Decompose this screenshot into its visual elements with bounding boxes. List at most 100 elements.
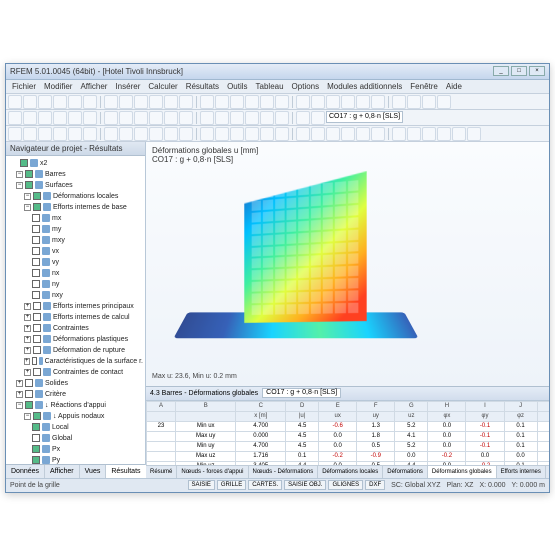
- toolbar-button[interactable]: [119, 127, 133, 141]
- table-cell[interactable]: -0.1: [466, 441, 504, 451]
- tree-node[interactable]: mx: [8, 213, 143, 224]
- table-cell[interactable]: 4.700: [236, 421, 286, 431]
- toolbar-button[interactable]: [149, 95, 163, 109]
- menu-tableau[interactable]: Tableau: [256, 82, 284, 91]
- table-cell[interactable]: 23: [147, 421, 176, 431]
- toolbar-button[interactable]: [215, 111, 229, 125]
- toolbar-button[interactable]: [296, 127, 310, 141]
- toolbar-button[interactable]: [260, 127, 274, 141]
- table-cell[interactable]: 0.0: [504, 451, 537, 461]
- status-button[interactable]: CARTES.: [248, 480, 282, 490]
- toolbar-button[interactable]: [311, 111, 325, 125]
- tree-view[interactable]: x2−Barres−Surfaces−Déformations locales−…: [6, 156, 145, 464]
- tree-checkbox[interactable]: [33, 313, 41, 321]
- toolbar-button[interactable]: [407, 127, 421, 141]
- table-cell[interactable]: [537, 441, 549, 451]
- toolbar-button[interactable]: [392, 95, 406, 109]
- tree-twisty-icon[interactable]: −: [24, 193, 31, 200]
- tree-node[interactable]: x2: [8, 158, 143, 169]
- menu-modules additionnels[interactable]: Modules additionnels: [327, 82, 402, 91]
- tree-checkbox[interactable]: [25, 181, 33, 189]
- tree-twisty-icon[interactable]: +: [16, 380, 23, 387]
- tree-node[interactable]: +Solides: [8, 378, 143, 389]
- tree-node[interactable]: +Déformation de rupture: [8, 345, 143, 356]
- table-cell[interactable]: -0.1: [466, 431, 504, 441]
- toolbar-button[interactable]: [341, 127, 355, 141]
- toolbar-button[interactable]: [134, 111, 148, 125]
- table-tab[interactable]: Nœuds - forces d'appui: [177, 466, 248, 478]
- menu-options[interactable]: Options: [292, 82, 320, 91]
- table-cell[interactable]: -0.2: [428, 451, 466, 461]
- toolbar-button[interactable]: [245, 95, 259, 109]
- menu-résultats[interactable]: Résultats: [186, 82, 219, 91]
- table-cell[interactable]: 0.1: [504, 421, 537, 431]
- close-button[interactable]: ×: [529, 66, 545, 76]
- toolbar-button[interactable]: [104, 111, 118, 125]
- tree-checkbox[interactable]: [32, 247, 40, 255]
- toolbar-button[interactable]: [275, 111, 289, 125]
- toolbar-button[interactable]: [311, 127, 325, 141]
- toolbar-button[interactable]: [200, 95, 214, 109]
- tree-checkbox[interactable]: [25, 390, 33, 398]
- toolbar-button[interactable]: [83, 95, 97, 109]
- tree-twisty-icon[interactable]: −: [24, 204, 31, 211]
- toolbar-button[interactable]: [53, 95, 67, 109]
- tree-twisty-icon[interactable]: +: [24, 325, 31, 332]
- table-cell[interactable]: [147, 441, 176, 451]
- tree-twisty-icon[interactable]: +: [24, 347, 31, 354]
- table-cell[interactable]: 1.716: [236, 451, 286, 461]
- toolbar-button[interactable]: [437, 127, 451, 141]
- tree-node[interactable]: Py: [8, 455, 143, 464]
- toolbar-button[interactable]: [164, 111, 178, 125]
- toolbar-button[interactable]: [296, 95, 310, 109]
- toolbar-button[interactable]: [104, 127, 118, 141]
- table-cell[interactable]: 4.700: [236, 441, 286, 451]
- tree-twisty-icon[interactable]: −: [16, 182, 23, 189]
- toolbar-button[interactable]: [326, 127, 340, 141]
- menu-modifier[interactable]: Modifier: [44, 82, 72, 91]
- tree-node[interactable]: −↓ Appuis nodaux: [8, 411, 143, 422]
- toolbar-button[interactable]: [371, 127, 385, 141]
- toolbar-button[interactable]: [83, 111, 97, 125]
- toolbar-button[interactable]: [134, 127, 148, 141]
- menu-outils[interactable]: Outils: [227, 82, 247, 91]
- table-tab[interactable]: Barres - Efforts internes: [546, 466, 549, 478]
- table-cell[interactable]: -0.2: [319, 451, 357, 461]
- table-tab[interactable]: Déformations: [383, 466, 428, 478]
- table-cell[interactable]: 0.0: [395, 451, 428, 461]
- toolbar-button[interactable]: [68, 95, 82, 109]
- tree-checkbox[interactable]: [33, 412, 41, 420]
- toolbar-button[interactable]: [215, 95, 229, 109]
- tree-twisty-icon[interactable]: −: [16, 171, 23, 178]
- table-cell[interactable]: 4.5: [286, 431, 319, 441]
- tree-checkbox[interactable]: [33, 346, 41, 354]
- tree-node[interactable]: Global: [8, 433, 143, 444]
- toolbar-button[interactable]: [230, 111, 244, 125]
- toolbar-button[interactable]: [68, 111, 82, 125]
- toolbar-button[interactable]: [53, 111, 67, 125]
- table-tab[interactable]: Nœuds - Déformations: [249, 466, 319, 478]
- table-cell[interactable]: 0.0: [428, 441, 466, 451]
- table-cell[interactable]: [537, 431, 549, 441]
- table-tab[interactable]: Résumé: [146, 466, 177, 478]
- table-cell[interactable]: -0.9: [357, 451, 395, 461]
- tree-checkbox[interactable]: [33, 302, 41, 310]
- tree-node[interactable]: ny: [8, 279, 143, 290]
- tree-checkbox[interactable]: [32, 214, 40, 222]
- table-cell[interactable]: 4.1: [395, 431, 428, 441]
- toolbar-button[interactable]: [119, 95, 133, 109]
- toolbar-button[interactable]: [8, 95, 22, 109]
- tree-node[interactable]: +Contraintes: [8, 323, 143, 334]
- tree-node[interactable]: −Surfaces: [8, 180, 143, 191]
- toolbar-button[interactable]: [230, 95, 244, 109]
- tree-twisty-icon[interactable]: +: [24, 303, 31, 310]
- table-cell[interactable]: 0.1: [286, 451, 319, 461]
- tree-twisty-icon[interactable]: −: [16, 402, 23, 409]
- tree-node[interactable]: Local: [8, 422, 143, 433]
- toolbar-button[interactable]: [296, 111, 310, 125]
- toolbar-button[interactable]: [467, 127, 481, 141]
- tree-twisty-icon[interactable]: +: [24, 314, 31, 321]
- table-cell[interactable]: [147, 431, 176, 441]
- toolbar-button[interactable]: [326, 95, 340, 109]
- table-cell[interactable]: 4.5: [286, 441, 319, 451]
